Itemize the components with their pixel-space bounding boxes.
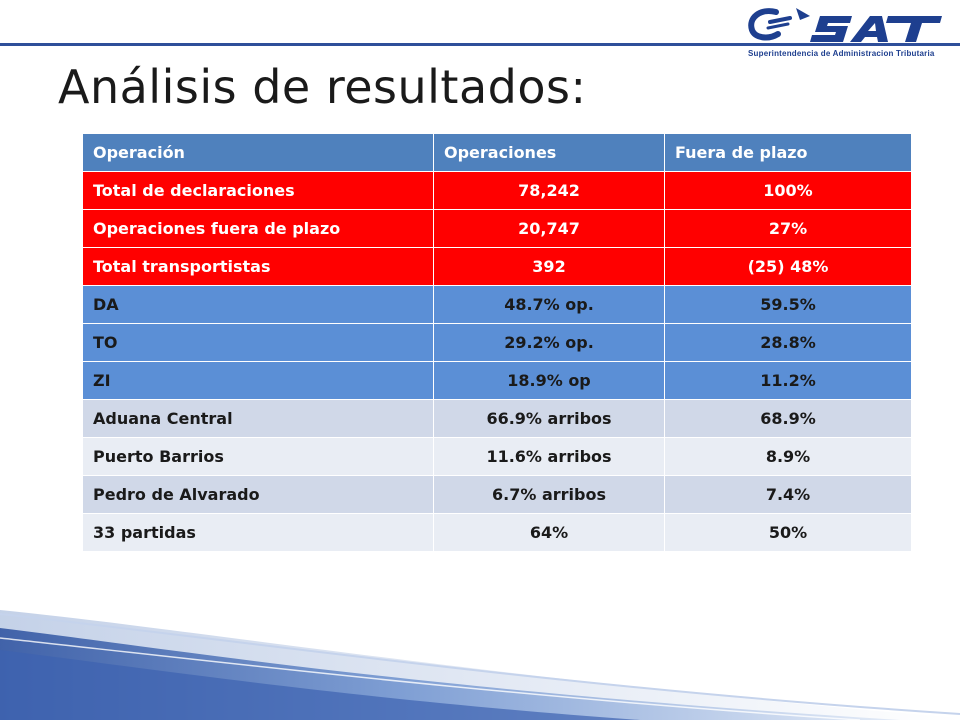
table-cell: (25) 48%	[664, 247, 912, 286]
column-header: Operación	[82, 133, 434, 172]
results-table: Operación Operaciones Fuera de plazo Tot…	[82, 133, 912, 552]
table-cell: ZI	[82, 361, 434, 400]
table-cell: 78,242	[433, 171, 665, 210]
column-header: Operaciones	[433, 133, 665, 172]
header-rule	[0, 43, 960, 46]
table-row: DA 48.7% op. 59.5%	[82, 285, 912, 324]
table-cell: 29.2% op.	[433, 323, 665, 362]
logo-subtitle: Superintendencia de Administracion Tribu…	[748, 49, 935, 58]
table-row: TO 29.2% op. 28.8%	[82, 323, 912, 362]
table-row: Operaciones fuera de plazo 20,747 27%	[82, 209, 912, 248]
sat-logo: Superintendencia de Administracion Tribu…	[742, 4, 952, 64]
table-cell: Total de declaraciones	[82, 171, 434, 210]
sat-logo-mark	[748, 8, 942, 42]
table-cell: 6.7% arribos	[433, 475, 665, 514]
table-cell: TO	[82, 323, 434, 362]
table-row: ZI 18.9% op 11.2%	[82, 361, 912, 400]
table-cell: DA	[82, 285, 434, 324]
table-cell: 11.2%	[664, 361, 912, 400]
page-title: Análisis de resultados:	[58, 60, 587, 114]
table-cell: 18.9% op	[433, 361, 665, 400]
table-cell: 28.8%	[664, 323, 912, 362]
table-cell: 48.7% op.	[433, 285, 665, 324]
table-row: Total transportistas 392 (25) 48%	[82, 247, 912, 286]
table-cell: 64%	[433, 513, 665, 552]
table-cell: 33 partidas	[82, 513, 434, 552]
table-cell: 7.4%	[664, 475, 912, 514]
table-cell: Operaciones fuera de plazo	[82, 209, 434, 248]
table-cell: Puerto Barrios	[82, 437, 434, 476]
decorative-swoosh	[0, 610, 960, 720]
table-cell: 20,747	[433, 209, 665, 248]
table-row: Pedro de Alvarado 6.7% arribos 7.4%	[82, 475, 912, 514]
table-cell: Total transportistas	[82, 247, 434, 286]
table-cell: 8.9%	[664, 437, 912, 476]
table-cell: 66.9% arribos	[433, 399, 665, 438]
table-cell: 392	[433, 247, 665, 286]
table-cell: Aduana Central	[82, 399, 434, 438]
table-cell: 27%	[664, 209, 912, 248]
table-cell: 68.9%	[664, 399, 912, 438]
table-row: Total de declaraciones 78,242 100%	[82, 171, 912, 210]
table-cell: 100%	[664, 171, 912, 210]
table-cell: 59.5%	[664, 285, 912, 324]
table-header-row: Operación Operaciones Fuera de plazo	[82, 133, 912, 172]
column-header: Fuera de plazo	[664, 133, 912, 172]
table-row: Puerto Barrios 11.6% arribos 8.9%	[82, 437, 912, 476]
table-row: 33 partidas 64% 50%	[82, 513, 912, 552]
table-row: Aduana Central 66.9% arribos 68.9%	[82, 399, 912, 438]
table-cell: 50%	[664, 513, 912, 552]
table-cell: Pedro de Alvarado	[82, 475, 434, 514]
table-cell: 11.6% arribos	[433, 437, 665, 476]
